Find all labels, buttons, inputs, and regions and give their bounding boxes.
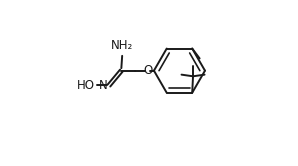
Text: O: O	[143, 64, 152, 77]
Text: HO: HO	[77, 79, 95, 92]
Text: N: N	[99, 79, 108, 92]
Text: NH₂: NH₂	[111, 39, 133, 52]
